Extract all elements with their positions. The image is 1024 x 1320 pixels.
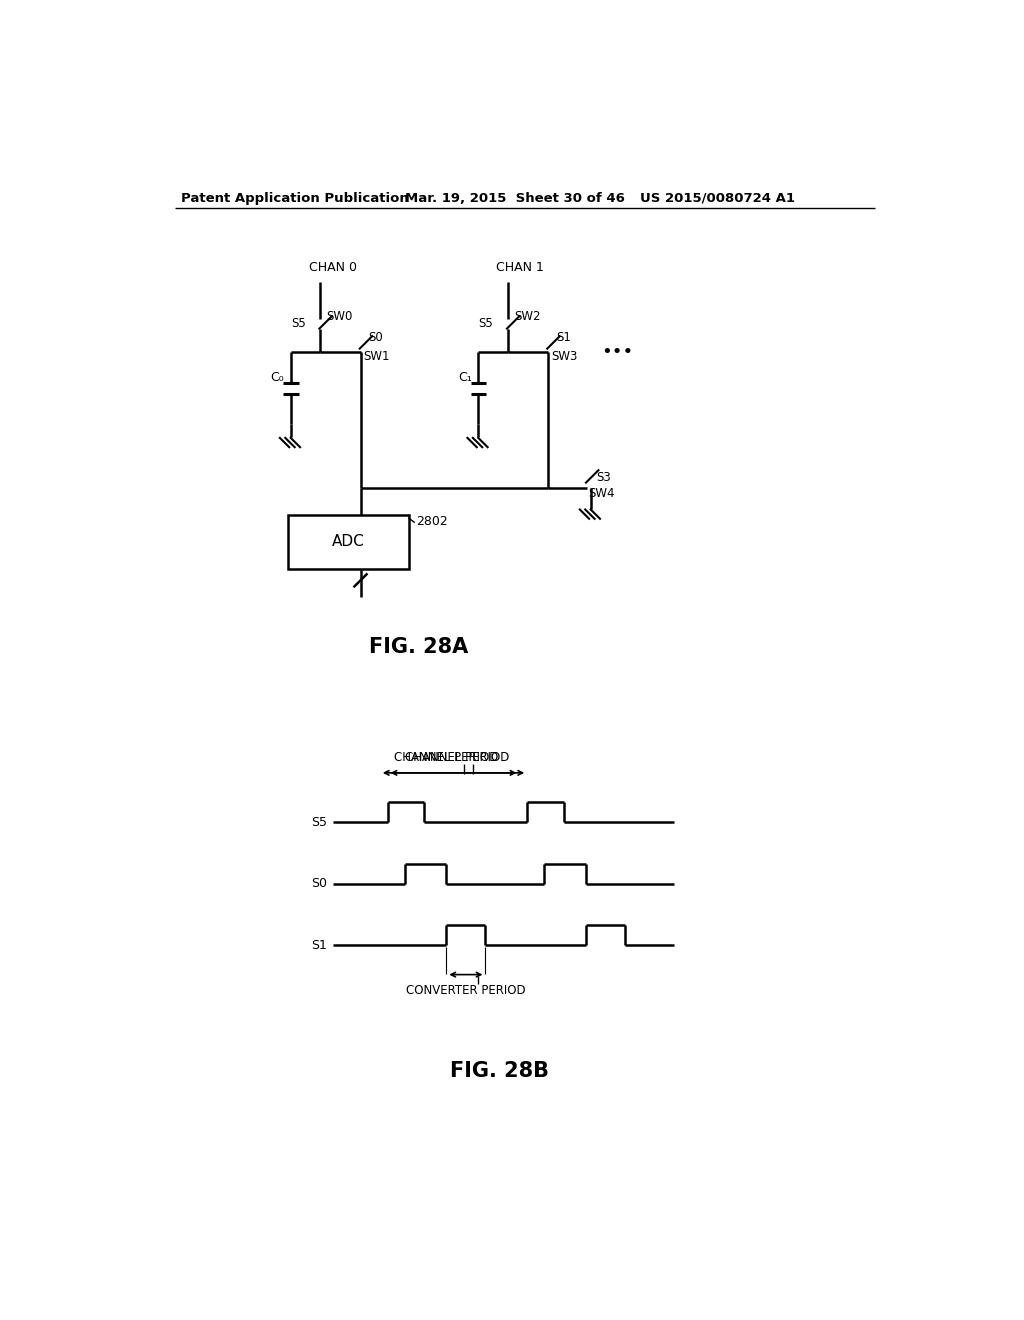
Text: Mar. 19, 2015  Sheet 30 of 46: Mar. 19, 2015 Sheet 30 of 46 [406, 191, 626, 205]
Text: SW1: SW1 [364, 350, 390, 363]
Text: CHAN 1: CHAN 1 [496, 261, 544, 275]
Text: CHANNEL PERIOD: CHANNEL PERIOD [406, 751, 510, 764]
Text: S1: S1 [311, 939, 328, 952]
Text: S1: S1 [556, 330, 570, 343]
Text: CHANNEL PERIOD: CHANNEL PERIOD [393, 751, 498, 764]
Text: FIG. 28B: FIG. 28B [451, 1061, 550, 1081]
Text: FIG. 28A: FIG. 28A [369, 638, 468, 657]
Text: S0: S0 [311, 878, 328, 890]
Bar [289, 515, 409, 569]
Text: CONVERTER PERIOD: CONVERTER PERIOD [407, 983, 525, 997]
Text: SW0: SW0 [327, 310, 353, 323]
Text: ADC: ADC [332, 535, 365, 549]
Text: S0: S0 [369, 330, 383, 343]
Text: S5: S5 [478, 317, 493, 330]
Text: SW2: SW2 [514, 310, 541, 323]
Text: S3: S3 [596, 471, 611, 484]
Text: C₁: C₁ [458, 371, 472, 384]
Text: S5: S5 [291, 317, 305, 330]
Text: 2802: 2802 [417, 515, 449, 528]
Text: SW4: SW4 [589, 487, 614, 500]
Text: S5: S5 [311, 816, 328, 829]
Text: CHAN 0: CHAN 0 [308, 261, 356, 275]
Text: US 2015/0080724 A1: US 2015/0080724 A1 [640, 191, 795, 205]
Text: SW3: SW3 [551, 350, 578, 363]
Text: C₀: C₀ [270, 371, 285, 384]
Text: •••: ••• [601, 343, 633, 362]
Text: Patent Application Publication: Patent Application Publication [180, 191, 409, 205]
